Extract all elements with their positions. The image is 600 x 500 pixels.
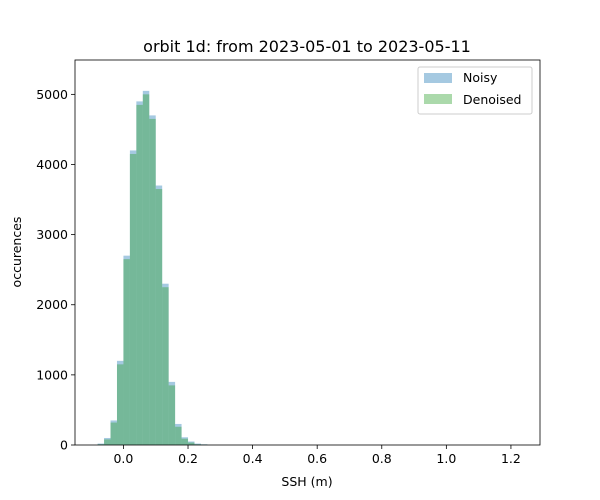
histogram-bar-noisy [155,185,163,445]
histogram-bar-denoised [123,259,130,445]
histogram-bar-denoised [116,364,124,445]
histogram-bar-noisy [129,150,137,445]
y-tick-label: 5000 [36,87,68,102]
y-tick-label: 4000 [36,157,68,172]
y-tick-label: 2000 [36,297,68,312]
legend-swatch-denoised [424,94,452,104]
plot-area [74,59,541,446]
y-axis-label: occurences [9,217,24,288]
x-tick-label: 0.8 [372,451,392,466]
histogram-bar-noisy [142,90,150,445]
histogram-bar-noisy [168,381,176,445]
histogram-bar-denoised [162,287,169,445]
legend-frame [417,66,533,115]
histogram-bar-denoised [181,438,189,445]
legend-swatch-noisy [424,73,452,83]
x-tick-label: 0.6 [307,451,327,466]
histogram-bar-noisy [110,420,117,445]
x-axis-ticks: 0.0 0.2 0.4 0.6 0.8 1.0 1.2 [113,445,521,466]
y-tick-label: 3000 [36,227,68,242]
histogram-bar-noisy [149,115,156,445]
histogram-bar-noisy [97,443,105,445]
y-tick-label: 1000 [36,367,68,382]
chart-title: orbit 1d: from 2023-05-01 to 2023-05-11 [143,37,471,56]
y-axis-ticks: 0 1000 2000 3000 4000 5000 [36,87,75,453]
histogram-bar-denoised [188,442,195,445]
histogram-bar-noisy [123,255,130,445]
histogram-bar-denoised [129,153,137,445]
histogram-bar-noisy [116,360,124,445]
histogram-bar-denoised [142,94,150,445]
histogram-bar-noisy [175,423,182,445]
y-tick-label: 0 [60,438,68,453]
legend-label-denoised: Denoised [463,92,522,107]
histogram-bar-noisy [104,437,111,445]
histogram-bar-noisy [136,101,143,445]
histogram-bar-noisy [181,437,189,445]
histogram-bar-denoised [168,385,176,445]
histogram-bar-denoised [136,104,143,446]
legend: Noisy Denoised [417,66,533,115]
legend-label-noisy: Noisy [463,70,498,85]
histogram-bar-denoised [149,118,156,445]
histogram-bar-denoised [104,439,111,445]
histogram-bar-noisy [188,441,195,445]
x-tick-label: 0.4 [243,451,263,466]
histogram-bar-noisy [194,443,201,445]
x-axis-label: SSH (m) [281,474,332,489]
histogram-bar-denoised [175,426,182,445]
x-tick-label: 1.0 [436,451,456,466]
x-tick-label: 1.2 [501,451,521,466]
histogram-bar-noisy [162,283,169,445]
x-tick-label: 0.0 [113,451,133,466]
bars-group [97,90,208,446]
x-tick-label: 0.2 [178,451,198,466]
axes-frame [74,59,541,446]
histogram-bar-denoised [110,422,117,445]
histogram-bar-denoised [155,189,163,445]
